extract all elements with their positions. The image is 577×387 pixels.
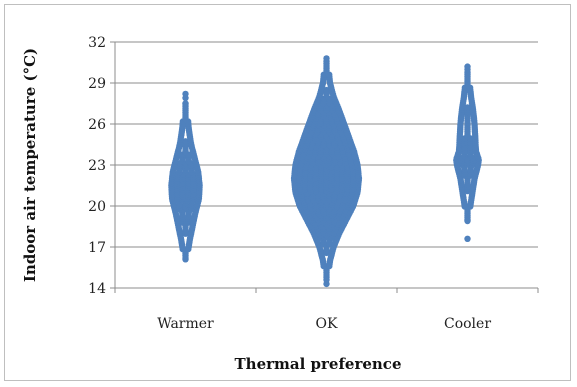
series-warmer	[168, 90, 203, 263]
data-point	[464, 104, 471, 111]
x-category-labels: Warmer OK Cooler	[114, 288, 539, 332]
data-point	[182, 256, 189, 263]
y-tick-label: 14	[88, 281, 106, 297]
data-point	[464, 235, 471, 242]
data-points	[168, 55, 482, 288]
x-category-label: OK	[316, 316, 338, 332]
series-cooler	[453, 63, 482, 242]
data-point	[323, 86, 330, 94]
chart-frame: 14 17 20 23 26 29 32 Warmer OK Cooler Indoor air…	[4, 4, 571, 381]
x-category-label: Cooler	[444, 316, 491, 332]
y-tick-labels: 14 17 20 23 26 29 32	[88, 35, 115, 297]
series-ok	[290, 55, 363, 288]
data-point	[464, 217, 471, 225]
y-tick-label: 26	[88, 117, 106, 133]
y-tick-label: 23	[88, 158, 106, 174]
data-point	[464, 63, 471, 70]
x-category-label: Warmer	[157, 316, 214, 332]
x-axis-title: Thermal preference	[235, 355, 402, 373]
data-point	[323, 55, 330, 62]
y-tick-label: 20	[88, 199, 106, 215]
data-point	[182, 90, 189, 98]
y-tick-label: 29	[88, 76, 106, 92]
data-point	[182, 138, 189, 145]
data-point	[323, 276, 330, 283]
y-tick-label: 32	[88, 35, 106, 51]
y-axis-title: Indoor air temperature (°C)	[21, 48, 39, 282]
data-point	[182, 100, 189, 107]
y-tick-label: 17	[88, 240, 106, 256]
scatter-chart: 14 17 20 23 26 29 32 Warmer OK Cooler Indoor air…	[21, 35, 539, 373]
